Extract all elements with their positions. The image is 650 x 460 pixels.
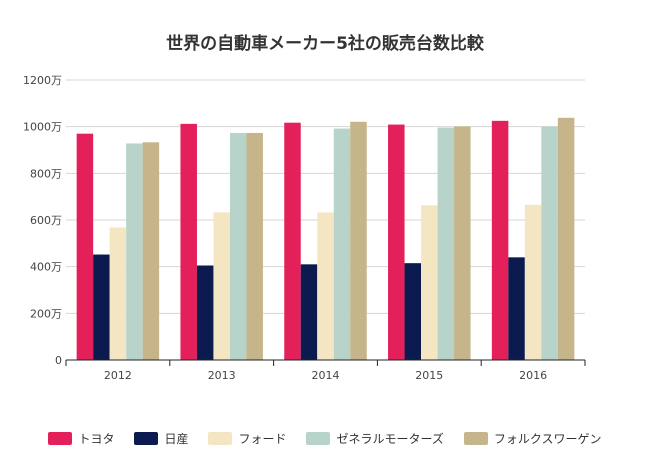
bar[interactable] [300, 264, 318, 360]
y-tick-label: 200万 [30, 307, 62, 320]
x-tick-label: 2016 [519, 369, 547, 382]
legend-swatch [48, 431, 73, 445]
bar[interactable] [213, 212, 230, 360]
legend-label: フォルクスワーゲン [493, 431, 602, 446]
legend-swatch [208, 431, 233, 445]
bar[interactable] [404, 263, 422, 360]
bar[interactable] [229, 132, 247, 360]
legend-swatch [463, 431, 488, 445]
bar[interactable] [524, 204, 542, 360]
y-tick-label: 400万 [30, 261, 62, 274]
x-tick-label: 2013 [208, 369, 236, 382]
bar[interactable] [109, 227, 127, 360]
x-tick-label: 2012 [104, 369, 132, 382]
bar[interactable] [333, 128, 351, 360]
bar[interactable] [93, 254, 110, 360]
bar[interactable] [284, 122, 301, 360]
legend-item[interactable]: フォード [208, 430, 286, 447]
legend-item[interactable]: ゼネラルモーターズ [306, 430, 444, 447]
legend-swatch [134, 431, 159, 445]
bar[interactable] [421, 205, 438, 360]
bar[interactable] [246, 132, 263, 360]
y-tick-label: 0 [55, 354, 62, 367]
bar[interactable] [317, 212, 334, 360]
chart-legend: トヨタ 日産 フォード ゼネラルモーターズ フォルクスワーゲン [0, 428, 650, 448]
legend-swatch [306, 431, 331, 445]
bar[interactable] [126, 143, 143, 360]
bar[interactable] [350, 121, 367, 361]
legend-item[interactable]: フォルクスワーゲン [463, 430, 602, 447]
bar[interactable] [557, 117, 575, 360]
legend-item[interactable]: 日産 [134, 430, 188, 447]
bar[interactable] [388, 124, 405, 360]
y-tick-label: 1200万 [23, 74, 62, 87]
y-tick-label: 800万 [30, 167, 62, 180]
bar[interactable] [508, 257, 525, 360]
bar[interactable] [180, 123, 197, 360]
bar[interactable] [142, 142, 160, 360]
bar[interactable] [437, 127, 455, 360]
x-tick-label: 2014 [312, 369, 340, 382]
bar[interactable] [541, 126, 558, 360]
x-tick-label: 2015 [415, 369, 443, 382]
chart-title: 世界の自動車メーカー5社の販売台数比較 [166, 34, 484, 54]
legend-label: 日産 [164, 431, 189, 446]
bar[interactable] [491, 120, 509, 360]
legend-label: フォード [238, 431, 287, 446]
bar[interactable] [196, 265, 214, 361]
bar[interactable] [454, 126, 471, 360]
legend-label: トヨタ [78, 431, 115, 446]
legend-label: ゼネラルモーターズ [336, 431, 444, 446]
bar[interactable] [76, 133, 94, 360]
y-tick-label: 600万 [30, 214, 62, 227]
legend-item[interactable]: トヨタ [48, 430, 114, 447]
y-tick-label: 1000万 [23, 121, 62, 134]
